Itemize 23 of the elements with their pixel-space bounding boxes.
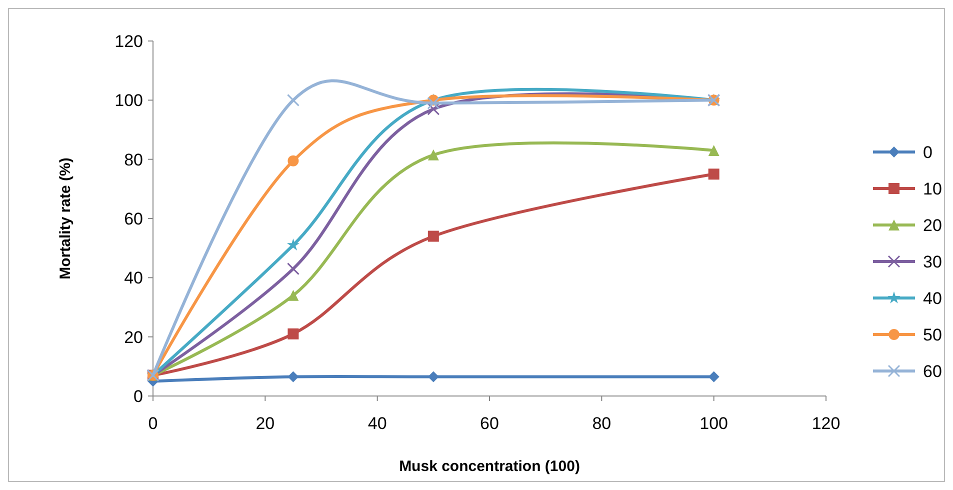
x-tick-label: 100	[700, 414, 728, 433]
y-axis-title: Mortality rate (%)	[57, 158, 74, 280]
legend-label: 10	[923, 179, 942, 198]
x-tick-label: 60	[480, 414, 499, 433]
y-tick-label: 100	[114, 91, 143, 110]
x-tick-label: 40	[368, 414, 387, 433]
legend-label: 0	[923, 142, 932, 162]
legend-label: 40	[923, 288, 942, 308]
x-tick-label: 80	[592, 414, 612, 433]
y-tick-label: 60	[124, 209, 143, 228]
legend-label: 30	[923, 252, 942, 272]
x-tick-label: 0	[148, 414, 158, 433]
legend-label: 50	[923, 325, 942, 344]
y-tick-label: 40	[124, 268, 143, 288]
x-axis-title: Musk concentration (100)	[399, 458, 580, 475]
y-tick-label: 0	[134, 386, 143, 406]
y-tick-label: 20	[124, 328, 143, 347]
x-tick-label: 20	[256, 414, 275, 433]
legend-label: 20	[923, 216, 942, 235]
x-tick-label: 120	[812, 414, 840, 433]
y-tick-label: 80	[124, 150, 143, 170]
y-tick-label: 120	[114, 32, 143, 51]
legend-label: 60	[923, 362, 942, 381]
